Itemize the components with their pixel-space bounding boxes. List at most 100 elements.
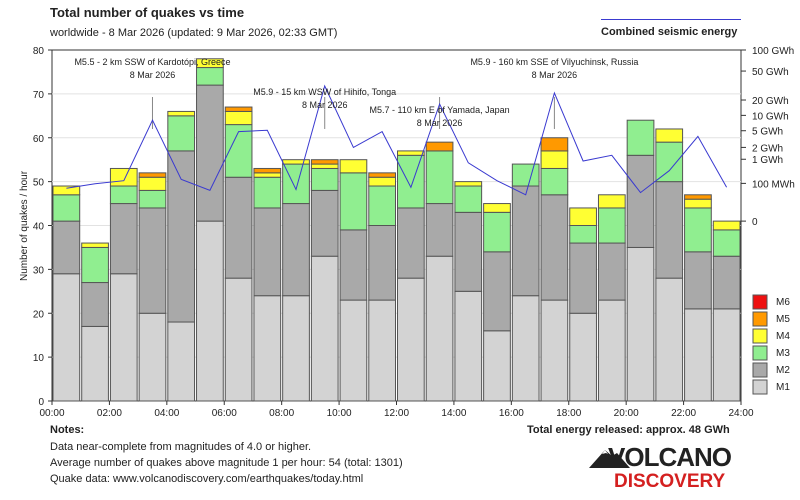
bar-segment-m4	[655, 128, 684, 143]
bar-segment-m4	[282, 159, 310, 165]
bar-segment-m4	[167, 110, 196, 117]
bar-segment-m2	[339, 229, 368, 301]
bar-segment-m5	[224, 106, 253, 112]
chart-subtitle: worldwide - 8 Mar 2026 (updated: 9 Mar 2…	[50, 27, 338, 39]
y-tick-label: 60	[33, 134, 45, 145]
bar-segment-m3	[196, 67, 224, 86]
x-tick-label: 08:00	[269, 408, 294, 419]
energy-tick-label: 5 GWh	[752, 127, 783, 138]
x-tick-label: 18:00	[556, 408, 581, 419]
legend-label-m1: M1	[776, 382, 790, 393]
legend-label-m2: M2	[776, 365, 790, 376]
bar-segment-m3	[138, 189, 167, 209]
y-tick-label: 10	[33, 353, 45, 364]
energy-tick-label: 1 GWh	[752, 155, 783, 166]
bar-segment-m4	[684, 198, 712, 209]
bar-segment-m3	[655, 141, 684, 183]
bar-segment-m1	[454, 290, 483, 402]
legend-label-m5: M5	[776, 314, 790, 325]
bar-segment-m1	[310, 255, 339, 402]
y-tick-label: 40	[33, 222, 45, 233]
total-energy-released: Total energy released: approx. 48 GWh	[527, 424, 730, 436]
bar-segment-m5	[425, 141, 454, 152]
energy-line	[66, 84, 728, 196]
energy-tick-label: 10 GWh	[752, 111, 789, 122]
bar-segment-m2	[310, 189, 339, 257]
legend-swatch-m2	[752, 362, 768, 378]
bar-segment-m2	[597, 242, 626, 301]
bar-segment-m3	[167, 115, 196, 152]
bar-segment-m3	[454, 185, 483, 213]
bar-segment-m1	[540, 299, 569, 402]
legend-swatch-m5	[752, 311, 768, 327]
annotation-label: M5.9 - 160 km SSE of Vilyuchinsk, Russia	[470, 57, 638, 67]
annotation-date: 8 Mar 2026	[130, 70, 176, 80]
bar-segment-m5	[684, 194, 712, 200]
bar-segment-m3	[81, 246, 109, 284]
annotation-label: M5.9 - 15 km WSW of Hihifo, Tonga	[253, 87, 396, 97]
bar-segment-m4	[52, 185, 81, 196]
bar-segment-m2	[684, 251, 712, 310]
bar-segment-m4	[483, 203, 511, 213]
bar-segment-m1	[224, 277, 253, 402]
bar-segment-m3	[425, 150, 454, 205]
bar-segment-m1	[167, 321, 196, 402]
bar-segment-m3	[540, 167, 569, 196]
bar-segment-m2	[282, 203, 310, 297]
bar-segment-m1	[425, 255, 454, 402]
bar-segment-m1	[282, 295, 310, 402]
annotation-label: M5.5 - 2 km SSW of Kardotópi, Greece	[74, 57, 230, 67]
bar-segment-m3	[52, 194, 81, 222]
energy-tick-label: 100 MWh	[752, 179, 795, 190]
bar-segment-m2	[196, 84, 224, 222]
bar-segment-m2	[81, 282, 109, 327]
x-tick-label: 00:00	[39, 408, 64, 419]
y-tick-label: 50	[33, 178, 45, 189]
bar-segment-m2	[425, 203, 454, 257]
bar-segment-m3	[310, 167, 339, 191]
x-tick-label: 10:00	[327, 408, 352, 419]
y-tick-label: 20	[33, 309, 45, 320]
volcano-discovery-logo[interactable]: VOLCANO DISCOVERY	[586, 446, 736, 490]
y-tick-label: 80	[33, 46, 45, 57]
bar-segment-m3	[253, 176, 282, 209]
bar-segment-m1	[339, 299, 368, 402]
bar-segment-m4	[253, 172, 282, 178]
x-tick-label: 04:00	[154, 408, 179, 419]
energy-tick-label: 100 GWh	[752, 46, 794, 57]
x-tick-label: 16:00	[499, 408, 524, 419]
bar-segment-m1	[597, 299, 626, 402]
logo-text-volcano: VOLCANO	[608, 446, 732, 472]
bar-segment-m3	[597, 207, 626, 244]
y-tick-label: 30	[33, 265, 45, 276]
bar-segment-m2	[253, 207, 282, 297]
x-tick-label: 20:00	[614, 408, 639, 419]
bar-segment-m2	[397, 207, 425, 279]
bar-segment-m2	[569, 242, 597, 314]
bar-segment-m2	[511, 185, 540, 297]
bar-segment-m1	[138, 312, 167, 402]
bar-segment-m3	[511, 163, 540, 187]
bar-segment-m1	[196, 220, 224, 402]
notes-heading: Notes:	[50, 424, 85, 436]
energy-tick-label: 2 GWh	[752, 143, 783, 154]
bar-segment-m4	[339, 159, 368, 174]
bar-segment-m1	[511, 295, 540, 402]
bar-segment-m4	[81, 242, 109, 248]
bar-segment-m5	[138, 172, 167, 178]
bar-segment-m4	[397, 150, 425, 156]
x-tick-label: 22:00	[671, 408, 696, 419]
note-line: Average number of quakes above magnitude…	[50, 457, 403, 469]
annotation-date: 8 Mar 2026	[417, 118, 463, 128]
annotation-label: M5.7 - 110 km E of Yamada, Japan	[370, 105, 510, 115]
x-tick-label: 24:00	[728, 408, 753, 419]
bar-segment-m3	[684, 207, 712, 253]
bar-segment-m5	[540, 137, 569, 152]
bar-segment-m5	[310, 159, 339, 165]
bar-segment-m3	[339, 172, 368, 231]
energy-legend-line	[601, 19, 741, 20]
bar-segment-m3	[368, 185, 397, 226]
annotation-date: 8 Mar 2026	[532, 70, 578, 80]
bar-segment-m2	[52, 220, 81, 275]
energy-legend-label: Combined seismic energy	[601, 26, 738, 38]
